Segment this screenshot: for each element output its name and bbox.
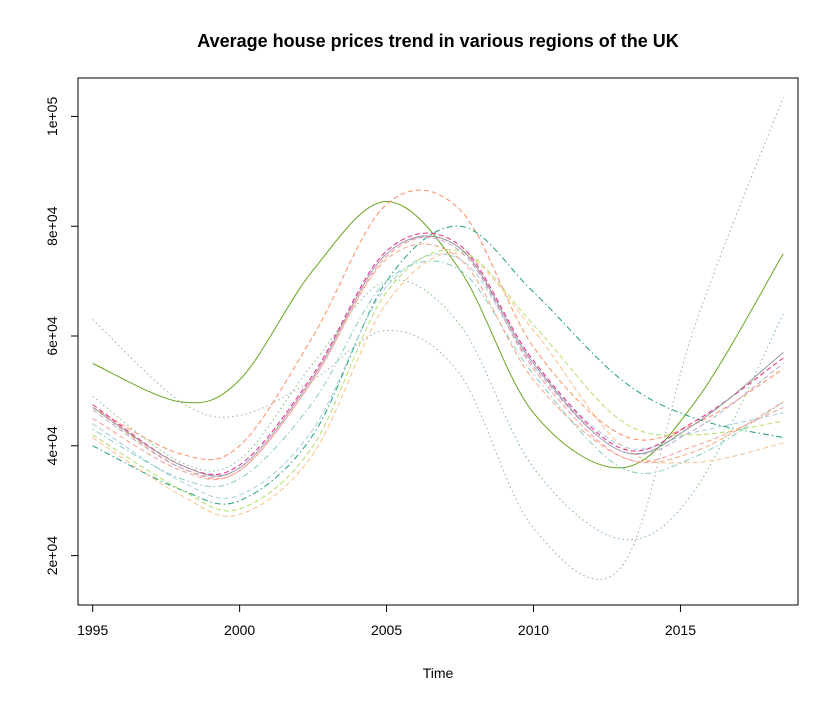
- series-line-8: [92, 253, 784, 499]
- series-line-2: [92, 189, 784, 461]
- series-line-12: [92, 232, 784, 476]
- y-tick-label: 1e+05: [44, 97, 60, 137]
- x-tick-label: 2000: [224, 622, 255, 638]
- x-axis-label: Time: [423, 665, 454, 681]
- x-tick-label: 2010: [518, 622, 549, 638]
- series-line-5: [92, 279, 784, 541]
- y-tick-label: 4e+04: [44, 426, 60, 466]
- x-tick-label: 1995: [77, 622, 108, 638]
- series-line-13: [92, 235, 784, 477]
- series-layer: [92, 97, 784, 580]
- x-axis: 1995 2000 2005 2010 2015: [77, 604, 696, 638]
- series-line-11: [92, 236, 784, 481]
- x-tick-label: 2005: [371, 622, 402, 638]
- y-tick-label: 8e+04: [44, 206, 60, 246]
- series-line-10: [92, 243, 784, 480]
- series-line-3: [92, 225, 784, 505]
- series-line-1: [92, 200, 784, 469]
- series-line-7: [92, 252, 784, 517]
- chart-title: Average house prices trend in various re…: [197, 31, 678, 51]
- series-line-14: [92, 236, 784, 478]
- series-line-4: [92, 97, 784, 580]
- y-axis: 2e+04 4e+04 6e+04 8e+04 1e+05: [44, 97, 79, 576]
- y-tick-label: 2e+04: [44, 536, 60, 576]
- series-line-9: [92, 260, 784, 488]
- y-tick-label: 6e+04: [44, 316, 60, 356]
- x-tick-label: 2015: [665, 622, 696, 638]
